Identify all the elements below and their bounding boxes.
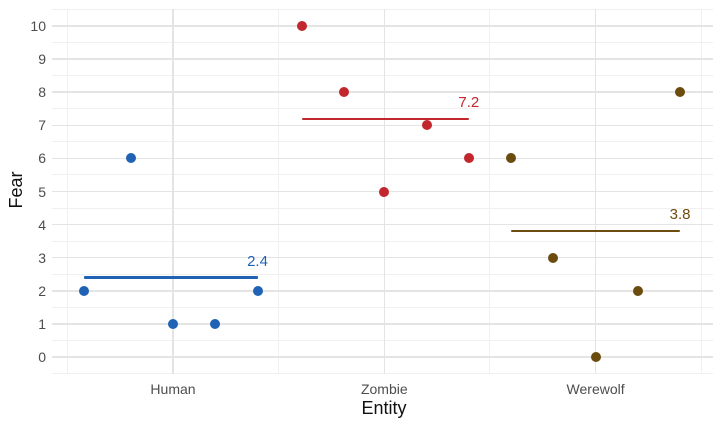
gridline-major: [52, 157, 713, 160]
y-tick-label: 5: [38, 183, 46, 200]
mean-value-label: 2.4: [247, 252, 268, 270]
x-axis-title: Entity: [361, 398, 407, 418]
gridline-minor: [52, 8, 713, 10]
gridline-major: [52, 290, 713, 292]
x-tick-label: Zombie: [360, 381, 408, 397]
data-point: [675, 87, 686, 98]
mean-line: [84, 276, 258, 279]
x-tick-label: Human: [150, 381, 196, 397]
gridline-minor: [52, 373, 713, 375]
data-point: [339, 87, 350, 98]
data-point: [632, 285, 643, 296]
data-point: [252, 285, 263, 296]
gridline-minor: [52, 174, 713, 176]
data-point: [79, 285, 90, 296]
gridline-minor: [52, 141, 713, 143]
mean-line: [511, 230, 681, 233]
data-point: [168, 318, 178, 329]
y-tick-label: 8: [38, 84, 46, 101]
gridline-minor: [52, 273, 713, 275]
gridline-minor: [52, 42, 713, 44]
gridline-minor: [52, 339, 713, 341]
y-tick-label: 3: [38, 249, 46, 266]
data-point: [125, 153, 136, 164]
y-tick-label: 2: [38, 282, 46, 299]
gridline-major: [52, 124, 713, 127]
y-tick-label: 1: [38, 315, 46, 332]
gridline-major: [172, 9, 174, 374]
gridline-major: [594, 9, 597, 374]
gridline-minor: [52, 207, 713, 209]
y-tick-label: 4: [38, 216, 46, 233]
data-point: [421, 120, 432, 131]
y-tick-label: 0: [38, 349, 46, 365]
mean-value-label: 7.2: [458, 93, 480, 111]
data-point: [210, 318, 221, 329]
data-point: [590, 352, 601, 362]
mean-line: [301, 117, 469, 120]
data-point: [463, 153, 474, 164]
gridline-major: [52, 223, 713, 226]
y-tick-label: 10: [30, 18, 46, 34]
gridline-major: [52, 256, 713, 259]
gridline-minor: [52, 306, 713, 308]
gridline-minor: [52, 75, 713, 77]
gridline-major: [52, 323, 713, 325]
gridline-major: [52, 356, 713, 358]
x-tick-label: Werewolf: [566, 381, 625, 397]
gridline-major: [52, 91, 713, 93]
data-point: [379, 186, 390, 197]
data-point: [296, 21, 307, 31]
gridline-minor: [52, 240, 713, 242]
y-tick-label: 7: [38, 117, 46, 134]
gridline-minor: [52, 108, 713, 110]
y-tick-label: 6: [38, 150, 46, 167]
data-point: [548, 252, 559, 263]
gridline-major: [52, 58, 713, 60]
y-tick-label: 9: [38, 51, 46, 68]
gridline-major: [52, 25, 713, 27]
mean-value-label: 3.8: [669, 206, 691, 224]
data-point: [506, 153, 517, 164]
